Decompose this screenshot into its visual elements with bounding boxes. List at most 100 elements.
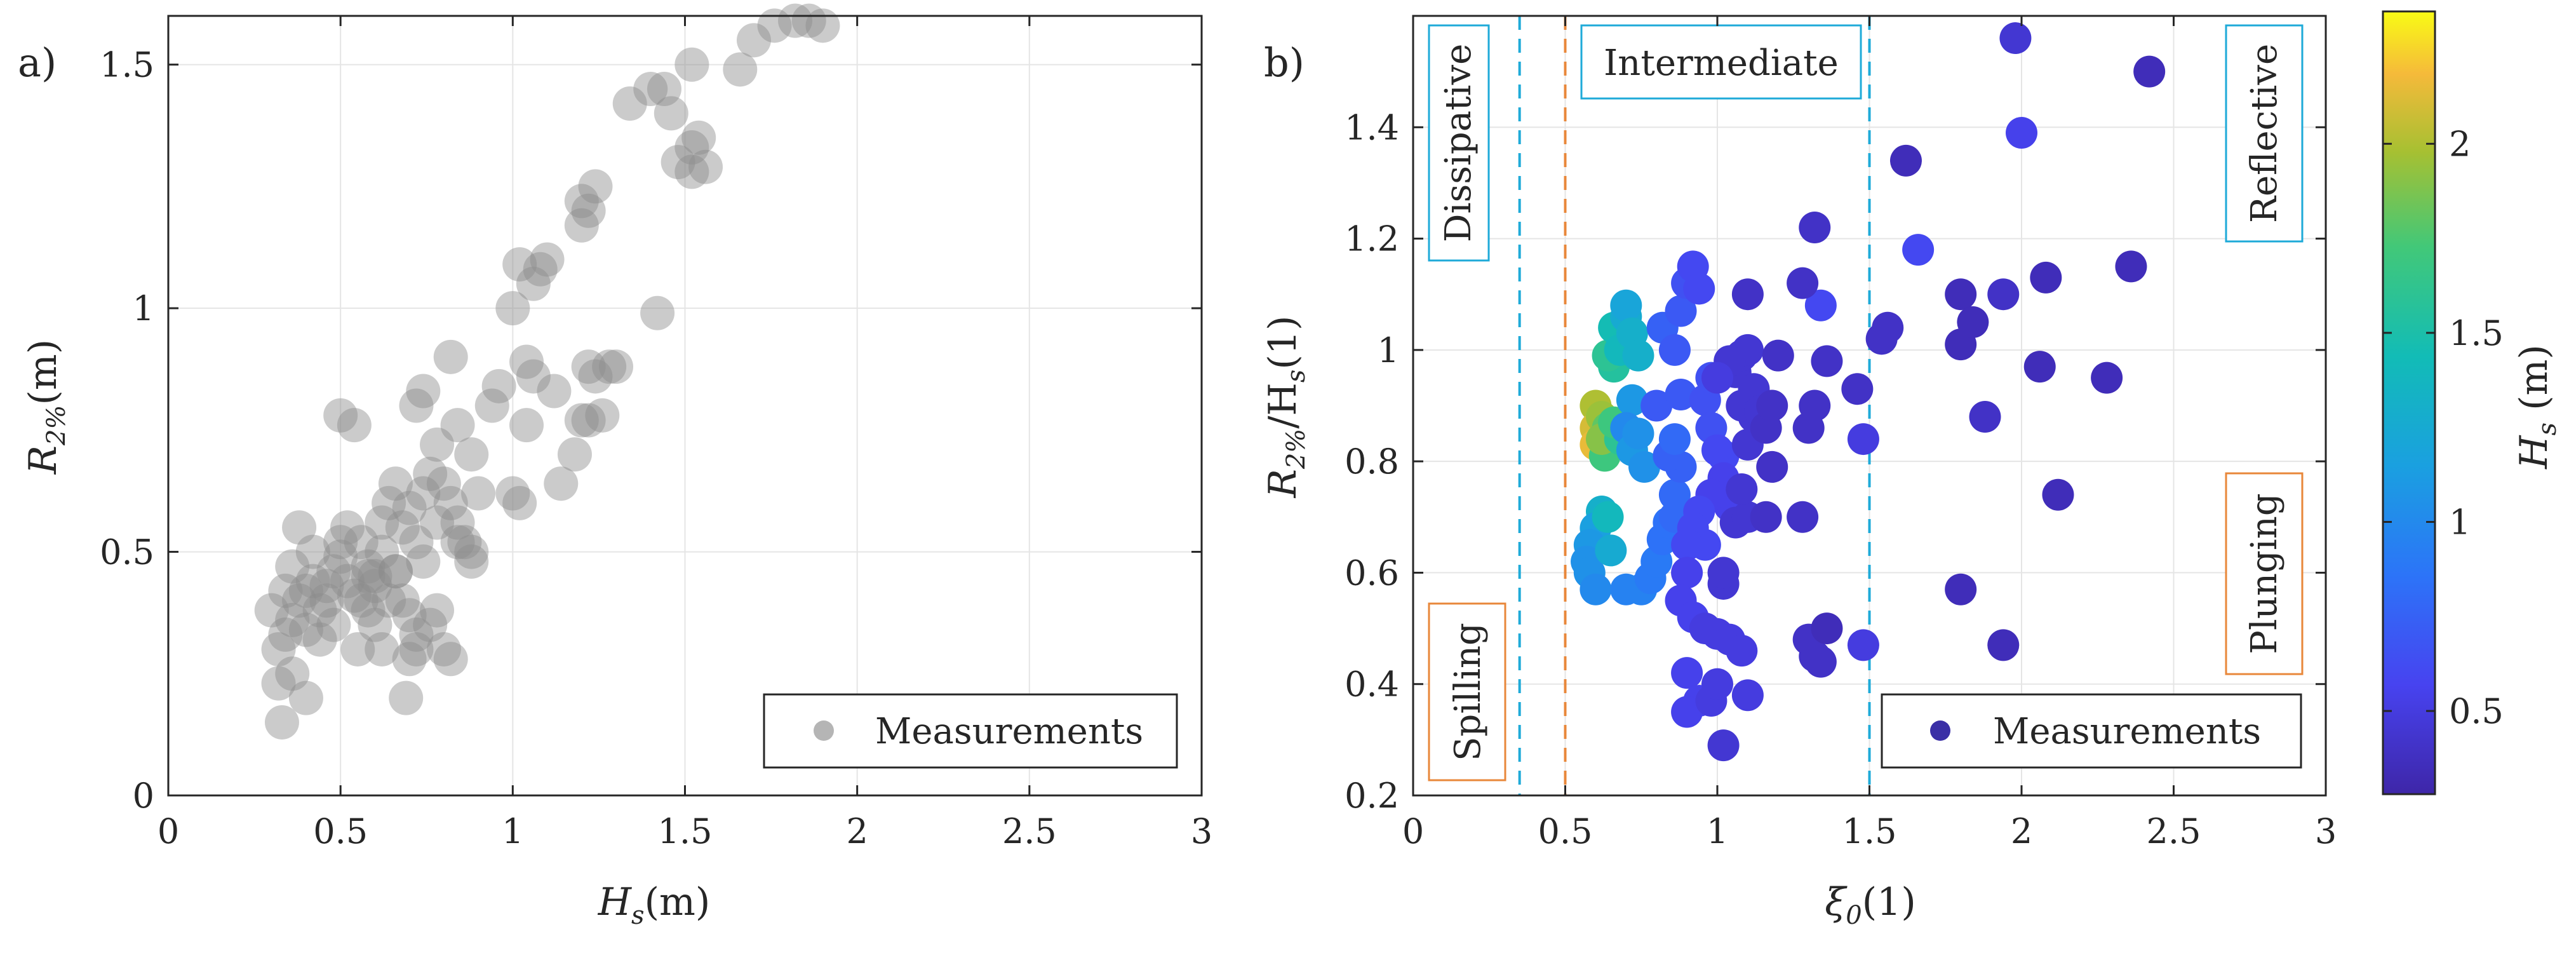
data-point	[1799, 212, 1831, 244]
data-point	[1756, 389, 1788, 422]
data-point	[288, 680, 323, 715]
data-point	[413, 607, 448, 642]
panel-b-legend-marker	[1930, 720, 1950, 741]
x-tick-label: 2	[2011, 811, 2032, 851]
data-point	[1658, 334, 1691, 366]
data-point	[447, 525, 482, 560]
data-point	[316, 554, 351, 589]
x-tick-label: 2	[846, 811, 868, 851]
panel-b-reference-lines	[1518, 16, 1871, 795]
data-point	[674, 130, 709, 165]
data-point	[1701, 362, 1733, 394]
data-point	[282, 583, 317, 618]
data-point	[1999, 22, 2032, 55]
data-point	[1616, 384, 1648, 416]
data-point	[571, 349, 606, 384]
y-tick-label: 0.8	[1345, 442, 1399, 482]
region-plunging-box	[2225, 472, 2304, 675]
data-point	[502, 485, 537, 520]
data-point	[426, 466, 461, 501]
data-point	[406, 544, 441, 579]
panel-a-x-axis-label: Hs(m)	[598, 880, 711, 930]
panel-a-y-ticks: 0 0.5 1 1.5	[100, 45, 1202, 816]
data-point	[426, 632, 461, 666]
data-point	[674, 154, 709, 189]
data-point	[1707, 557, 1740, 589]
data-point	[399, 388, 434, 423]
data-point	[647, 72, 681, 107]
x-tick-label: 1.5	[1842, 811, 1897, 851]
data-point	[509, 344, 544, 379]
data-point	[420, 593, 455, 628]
data-point	[2091, 362, 2123, 394]
data-point	[358, 569, 392, 604]
panel-a-legend-marker	[814, 720, 834, 741]
data-point	[544, 466, 579, 501]
data-point	[1671, 529, 1703, 561]
region-dissipative: Dissipative	[1428, 24, 1490, 262]
data-point	[344, 583, 379, 618]
data-point	[530, 242, 565, 277]
data-point	[2133, 55, 2166, 88]
panel-b-x-ticks: 0 0.5 1 1.5 2 2.5 3	[1402, 16, 2337, 851]
data-point	[454, 544, 489, 579]
colorbar-ticks: 0.5 1 1.5 2	[2383, 124, 2504, 731]
data-point	[372, 583, 406, 618]
data-point	[372, 485, 406, 520]
data-point	[564, 184, 599, 219]
x-tick-label: 3	[2315, 811, 2337, 851]
data-point	[302, 622, 337, 657]
region-intermediate-label: Intermediate	[1604, 43, 1839, 84]
data-point	[454, 534, 489, 569]
panel-b-legend-label: Measurements	[1993, 711, 2261, 752]
data-point	[392, 598, 427, 633]
data-point	[1580, 573, 1612, 605]
region-intermediate: Intermediate	[1580, 24, 1862, 100]
data-point	[633, 72, 668, 107]
data-point	[1945, 573, 1977, 605]
data-point	[1671, 657, 1703, 689]
data-point	[585, 398, 620, 433]
data-point	[1671, 696, 1703, 728]
data-point	[378, 554, 413, 589]
data-point	[516, 359, 551, 394]
x-tick-label: 0	[1402, 811, 1424, 851]
data-point	[1787, 501, 1819, 533]
data-point	[571, 193, 606, 228]
x-tick-label: 1.5	[658, 811, 713, 851]
data-point	[399, 525, 434, 560]
data-point	[1847, 629, 1879, 661]
data-point	[791, 3, 826, 38]
data-point	[1987, 629, 2020, 661]
data-point	[502, 247, 537, 282]
colorbar-tick-label: 1.5	[2449, 313, 2504, 353]
data-point	[1902, 234, 1935, 266]
data-point	[1945, 278, 1977, 311]
data-point	[1847, 423, 1879, 456]
data-point	[674, 47, 709, 82]
data-point	[481, 368, 516, 403]
panel-b-legend-box	[1881, 693, 2302, 769]
data-point	[1750, 501, 1782, 533]
data-point	[337, 578, 372, 613]
data-point	[1756, 450, 1788, 483]
data-point	[1707, 729, 1740, 762]
data-point	[351, 558, 386, 593]
panel-b-label: b)	[1264, 39, 1305, 86]
data-point	[578, 359, 613, 394]
data-point	[309, 569, 344, 604]
region-reflective-box	[2225, 24, 2304, 243]
data-point	[330, 510, 365, 545]
data-point	[1872, 311, 1904, 344]
data-point	[495, 291, 530, 326]
data-point	[1595, 534, 1627, 567]
data-point	[681, 120, 716, 155]
data-point	[378, 466, 413, 501]
data-point	[1658, 478, 1691, 511]
colorbar-gradient	[2382, 10, 2436, 795]
data-point	[564, 403, 599, 438]
data-point	[1811, 345, 1843, 377]
data-point	[736, 23, 771, 58]
data-point	[564, 208, 599, 243]
